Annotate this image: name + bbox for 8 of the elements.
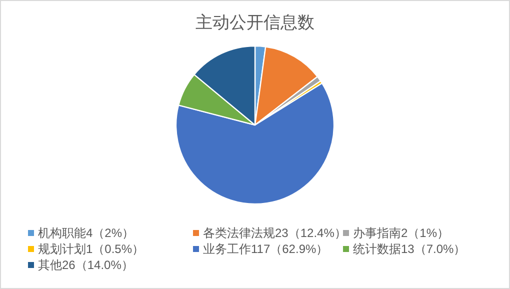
legend-label: 机构职能4（2%） [38, 226, 134, 240]
legend-label: 各类法律法规23（12.4%） [203, 226, 346, 240]
legend-label: 业务工作117（62.9%） [203, 242, 328, 256]
legend-label: 统计数据13（7.0%） [353, 242, 466, 256]
legend-label: 其他26（14.0%） [38, 258, 134, 272]
legend-label: 规划计划1（0.5%） [38, 242, 144, 256]
chart-title: 主动公开信息数 [196, 13, 314, 32]
legend-label: 办事指南2（1%） [353, 226, 450, 240]
